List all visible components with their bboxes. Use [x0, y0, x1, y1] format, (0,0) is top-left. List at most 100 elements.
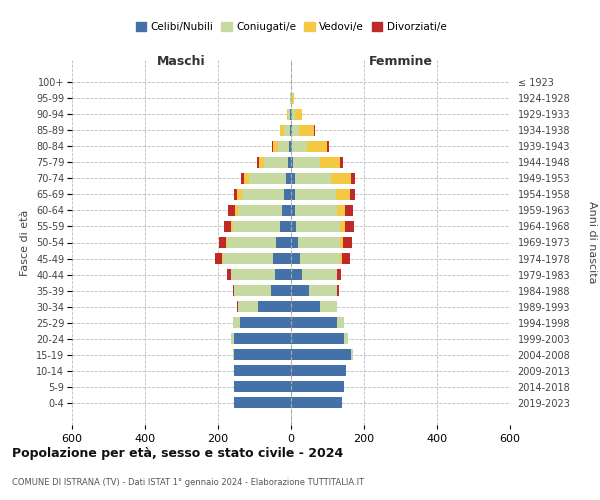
Bar	[289, 140, 291, 152]
Bar	[302, 269, 337, 280]
Bar	[242, 188, 284, 200]
Bar	[340, 252, 342, 264]
Text: Maschi: Maschi	[157, 55, 206, 68]
Bar	[265, 156, 288, 168]
Bar	[320, 301, 337, 312]
Bar	[335, 188, 350, 200]
Bar	[291, 301, 320, 312]
Bar	[314, 124, 315, 136]
Bar	[337, 269, 341, 280]
Bar	[291, 188, 295, 200]
Bar	[233, 317, 240, 328]
Text: Femmine: Femmine	[368, 55, 433, 68]
Bar	[291, 172, 295, 184]
Bar	[235, 365, 291, 376]
Bar	[344, 220, 354, 232]
Bar	[327, 140, 329, 152]
Bar	[233, 220, 280, 232]
Legend: Celibi/Nubili, Coniugati/e, Vedovi/e, Divorziati/e: Celibi/Nubili, Coniugati/e, Vedovi/e, Di…	[131, 18, 451, 36]
Bar	[296, 220, 340, 232]
Bar	[309, 285, 337, 296]
Bar	[300, 252, 340, 264]
Bar	[238, 204, 282, 216]
Bar	[342, 252, 350, 264]
Bar	[215, 252, 223, 264]
Bar	[257, 156, 259, 168]
Bar	[291, 156, 293, 168]
Bar	[331, 172, 351, 184]
Bar	[291, 397, 342, 408]
Bar	[228, 204, 235, 216]
Bar	[275, 269, 291, 280]
Bar	[284, 188, 291, 200]
Bar	[219, 236, 226, 248]
Bar	[227, 269, 231, 280]
Bar	[273, 140, 278, 152]
Bar	[235, 381, 291, 392]
Bar	[291, 333, 344, 344]
Bar	[292, 140, 307, 152]
Bar	[227, 236, 277, 248]
Bar	[287, 108, 289, 120]
Bar	[273, 252, 291, 264]
Text: COMUNE DI ISTRANA (TV) - Dati ISTAT 1° gennaio 2024 - Elaborazione TUTTITALIA.IT: COMUNE DI ISTRANA (TV) - Dati ISTAT 1° g…	[12, 478, 364, 487]
Bar	[295, 204, 337, 216]
Bar	[290, 124, 291, 136]
Bar	[224, 220, 231, 232]
Bar	[291, 285, 309, 296]
Bar	[235, 349, 291, 360]
Bar	[271, 285, 291, 296]
Bar	[235, 285, 271, 296]
Bar	[288, 156, 291, 168]
Bar	[259, 156, 265, 168]
Bar	[291, 269, 302, 280]
Bar	[291, 236, 298, 248]
Bar	[340, 156, 343, 168]
Bar	[340, 236, 343, 248]
Bar	[295, 172, 331, 184]
Bar	[278, 140, 289, 152]
Bar	[286, 172, 291, 184]
Bar	[280, 220, 291, 232]
Bar	[344, 333, 347, 344]
Bar	[337, 285, 339, 296]
Bar	[289, 108, 290, 120]
Bar	[277, 236, 291, 248]
Bar	[298, 236, 340, 248]
Bar	[307, 140, 327, 152]
Bar	[241, 172, 244, 184]
Bar	[233, 285, 235, 296]
Bar	[280, 124, 284, 136]
Bar	[292, 92, 294, 104]
Bar	[238, 188, 242, 200]
Bar	[231, 333, 235, 344]
Bar	[351, 349, 353, 360]
Bar	[290, 108, 291, 120]
Bar	[299, 124, 314, 136]
Y-axis label: Fasce di età: Fasce di età	[20, 210, 31, 276]
Bar	[295, 108, 302, 120]
Bar	[238, 301, 258, 312]
Bar	[272, 140, 273, 152]
Bar	[223, 252, 273, 264]
Bar	[292, 108, 295, 120]
Bar	[291, 108, 292, 120]
Bar	[249, 172, 286, 184]
Bar	[291, 252, 300, 264]
Bar	[291, 365, 346, 376]
Bar	[244, 172, 249, 184]
Bar	[235, 204, 238, 216]
Bar	[282, 204, 291, 216]
Bar	[235, 397, 291, 408]
Bar	[351, 172, 355, 184]
Bar	[337, 204, 346, 216]
Bar	[346, 204, 353, 216]
Bar	[240, 317, 291, 328]
Bar	[337, 317, 344, 328]
Bar	[291, 204, 295, 216]
Bar	[231, 269, 275, 280]
Bar	[291, 381, 344, 392]
Bar	[293, 156, 320, 168]
Text: Popolazione per età, sesso e stato civile - 2024: Popolazione per età, sesso e stato civil…	[12, 448, 343, 460]
Bar	[350, 188, 355, 200]
